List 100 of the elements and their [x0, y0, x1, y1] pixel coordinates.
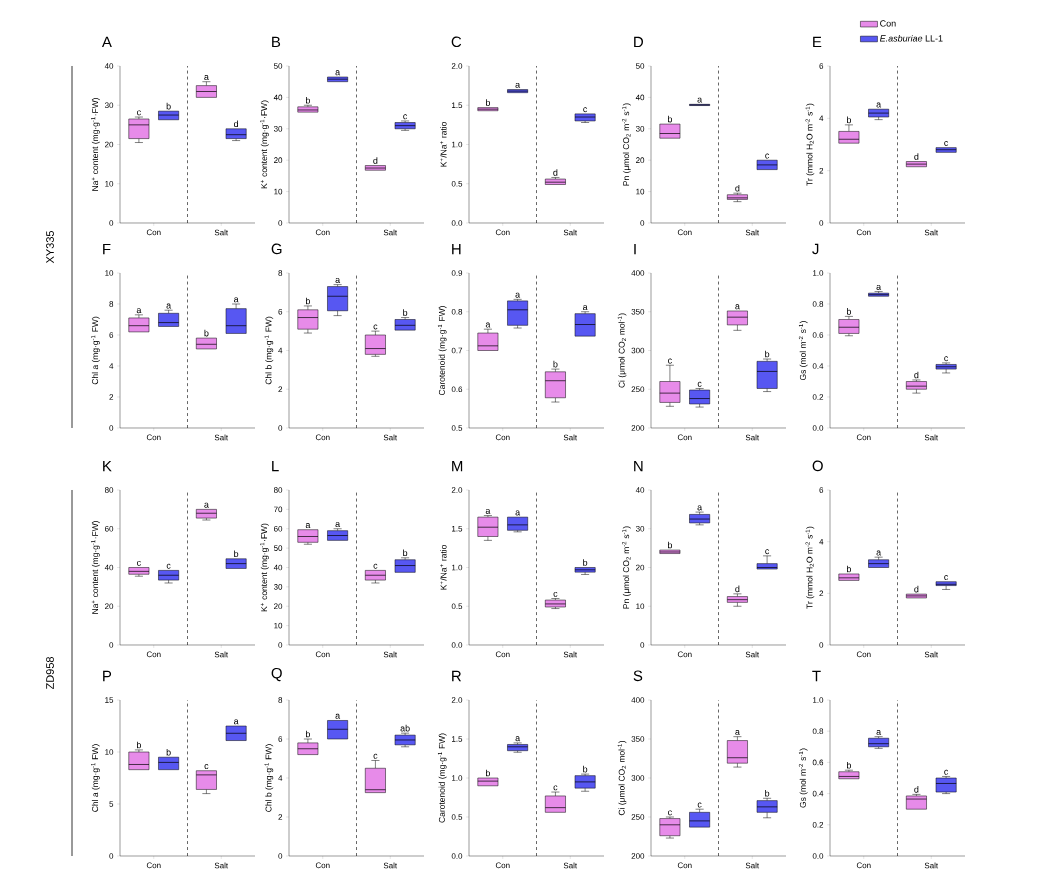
- annotation: c: [583, 107, 588, 113]
- annotation: c: [373, 753, 378, 759]
- chart-title: B: [272, 36, 281, 48]
- annotation: b: [305, 297, 311, 305]
- annotation: b: [847, 761, 852, 769]
- annotation: b: [305, 730, 311, 738]
- text: ZD958: [46, 657, 54, 690]
- annotation: a: [735, 304, 740, 310]
- annotation: d: [914, 585, 919, 593]
- annotation: b: [667, 541, 673, 549]
- chart-title: C: [451, 36, 462, 48]
- chart-title: G: [271, 243, 282, 255]
- y-axis-title: Tr (mmol H$_{2}$O m$^{-2}$ s$^{-1}$): [805, 526, 815, 609]
- y-axis-title: Chl b (mg·g$^{-1}$ FW): [264, 744, 274, 812]
- y-axis-title: Gs (mol m$^{-2}$ s$^{-1}$): [798, 748, 808, 808]
- annotation: c: [944, 769, 949, 775]
- chart-title: T: [812, 670, 821, 682]
- annotation: d: [914, 371, 919, 379]
- annotation: c: [697, 381, 702, 387]
- legend-label: E.asburiae LL-1: [879, 34, 943, 42]
- y-axis-title: Ci (μmol CO$_{2}$ mol$^{-1}$): [617, 740, 627, 816]
- y-axis-title: Gs (mol m$^{-2}$ s$^{-1}$): [798, 321, 808, 381]
- annotation: a: [204, 502, 209, 508]
- y-axis-title: K$^{+}$/Na$^{+}$ ratio: [440, 122, 447, 167]
- annotation: b: [204, 329, 209, 337]
- annotation: c: [668, 810, 672, 816]
- y-axis-title: Chl b (mg·g$^{-1}$ FW): [264, 316, 274, 385]
- annotation: a: [485, 322, 491, 328]
- y-axis-title: Chl a (mg·g$^{-1}$ FW): [91, 744, 100, 812]
- annotation: d: [735, 184, 740, 192]
- y-axis-title: Ci (μmol CO$_{2}$ mol$^{-1}$): [617, 313, 627, 388]
- annotation: a: [233, 719, 239, 725]
- annotation: b: [234, 550, 239, 558]
- y-axis-title: Na$^{+}$ content (mg·g$^{-1}$·FW): [91, 521, 100, 614]
- annotation: b: [847, 565, 852, 573]
- annotation: c: [204, 764, 209, 770]
- annotation: a: [335, 70, 341, 76]
- annotation: c: [765, 153, 770, 159]
- annotation: a: [697, 97, 703, 103]
- annotation: a: [233, 297, 239, 303]
- chart-title: D: [634, 36, 644, 48]
- annotation: d: [373, 157, 378, 164]
- annotation: a: [204, 75, 209, 80]
- annotation: a: [335, 713, 341, 719]
- annotation: a: [335, 278, 341, 283]
- annotation: a: [515, 82, 521, 88]
- y-axis-title: Carotenoid (mg·g$^{-1}$ FW): [437, 733, 447, 823]
- annotation: b: [847, 308, 852, 315]
- y-axis-title: Carotenoid (mg·g$^{-1}$ FW): [437, 306, 447, 396]
- legend-label: Con: [880, 20, 896, 27]
- chart-title: L: [272, 460, 279, 472]
- annotation: b: [166, 102, 171, 110]
- chart-title: R: [452, 670, 462, 682]
- annotation: b: [403, 309, 408, 316]
- annotation: b: [667, 115, 673, 123]
- annotation: d: [233, 120, 239, 128]
- annotation: c: [553, 785, 558, 791]
- annotation: a: [876, 284, 882, 290]
- annotation: d: [735, 585, 740, 593]
- annotation: c: [373, 324, 378, 330]
- annotation: a: [515, 736, 521, 742]
- y-axis-title: Tr (mmol H$_{2}$O m$^{-2}$ s$^{-1}$): [805, 103, 815, 186]
- chart-title: F: [103, 243, 111, 255]
- annotation: c: [765, 549, 770, 555]
- annotation: c: [137, 110, 141, 116]
- annotation: d: [914, 153, 919, 160]
- annotation: a: [166, 303, 172, 309]
- annotation: a: [515, 510, 521, 516]
- chart-title: M: [452, 460, 463, 472]
- annotation: c: [944, 575, 949, 581]
- chart-title: E: [813, 36, 822, 48]
- annotation: b: [553, 360, 558, 368]
- text: XY335: [46, 231, 54, 264]
- annotation: d: [553, 169, 558, 176]
- chart-title: S: [633, 670, 643, 682]
- annotation: c: [668, 358, 672, 364]
- annotation: c: [137, 560, 141, 566]
- annotation: c: [697, 802, 702, 808]
- annotation: a: [515, 292, 521, 298]
- y-axis-title: Chl a (mg·g$^{-1}$ FW): [91, 316, 100, 385]
- annotation: a: [876, 550, 882, 556]
- y-axis-title: Pn (μmol CO$_{2}$ m$^{-2}$ s$^{-1}$): [622, 526, 631, 609]
- annotation: a: [582, 305, 588, 311]
- chart-title: J: [812, 243, 819, 255]
- annotation: a: [485, 508, 491, 514]
- annotation: c: [373, 563, 378, 569]
- annotation: b: [136, 741, 142, 749]
- annotation: c: [403, 114, 408, 120]
- annotation: a: [876, 730, 882, 735]
- annotation: b: [847, 116, 852, 124]
- annotation: b: [305, 96, 311, 104]
- chart-title: O: [812, 460, 823, 472]
- y-axis-title: K$^{+}$ content (mg·g$^{-1}$·FW): [260, 100, 269, 189]
- annotation: b: [166, 748, 171, 756]
- y-axis-title: K$^{+}$ content (mg·g$^{-1}$·FW): [260, 523, 269, 612]
- y-axis-title: Pn (μmol CO$_{2}$ m$^{-2}$ s$^{-1}$): [622, 103, 631, 186]
- annotation: c: [944, 141, 949, 146]
- y-axis-title: Na$^{+}$ content (mg·g$^{-1}$·FW): [91, 98, 100, 191]
- annotation: b: [403, 549, 408, 557]
- annotation: b: [583, 765, 588, 773]
